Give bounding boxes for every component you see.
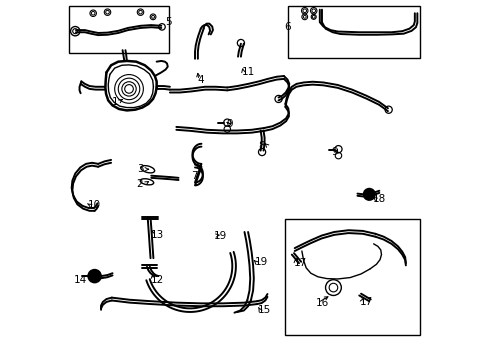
Text: 17: 17 [359,297,372,307]
Text: 9: 9 [226,120,233,129]
Text: 5: 5 [165,17,172,27]
Circle shape [88,270,101,283]
Text: 19: 19 [214,231,227,240]
Text: 19: 19 [254,257,267,267]
Text: 8: 8 [258,140,265,150]
Text: 2: 2 [137,179,143,189]
Text: 16: 16 [316,298,329,308]
Ellipse shape [140,179,153,185]
Text: 11: 11 [241,67,254,77]
Text: 13: 13 [151,230,164,239]
Text: 10: 10 [88,200,101,210]
Text: 6: 6 [284,22,290,32]
Text: 9: 9 [331,147,338,157]
Text: 1: 1 [111,97,118,107]
Text: 14: 14 [73,275,86,285]
Text: 12: 12 [151,275,164,285]
Ellipse shape [141,166,154,173]
Text: 3: 3 [137,164,143,174]
Bar [284,220,419,335]
Text: 7: 7 [191,171,198,181]
Text: 4: 4 [197,75,203,85]
Bar [69,6,169,53]
Bar [287,6,419,58]
Circle shape [363,189,374,200]
Text: 17: 17 [293,258,306,268]
Text: 15: 15 [258,305,271,315]
Text: 18: 18 [372,194,386,204]
